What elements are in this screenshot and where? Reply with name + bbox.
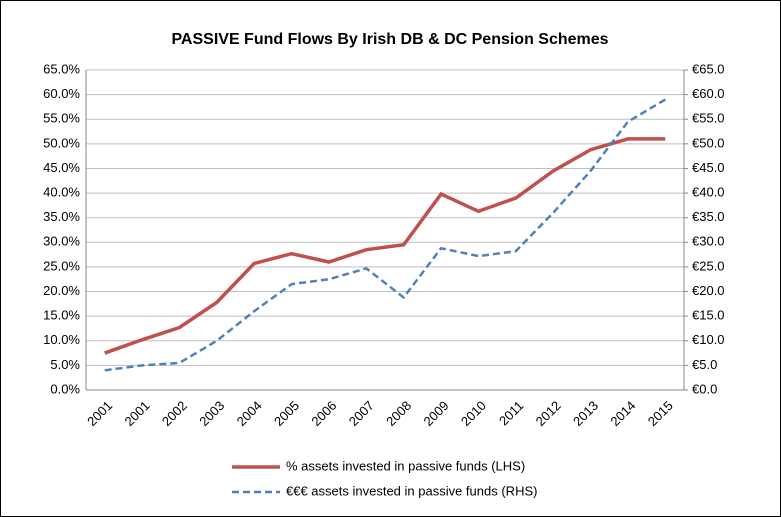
y-tick-label: 50.0% [43,135,80,150]
y-tick-label: 60.0% [43,86,80,101]
y-tick-label: 40.0% [43,185,80,200]
chart-title: PASSIVE Fund Flows By Irish DB & DC Pens… [171,31,608,48]
y-tick-label: 35.0% [43,209,80,224]
y-tick-label: 55.0% [43,111,80,126]
y-tick-label: 65.0% [43,61,80,76]
y2-tick-label: €5.0 [692,357,717,372]
y2-tick-label: €65.0 [692,61,725,76]
y2-tick-label: €10.0 [692,332,725,347]
y-tick-label: 20.0% [43,283,80,298]
y2-tick-label: €40.0 [692,185,725,200]
y-tick-label: 15.0% [43,308,80,323]
y-tick-label: 10.0% [43,332,80,347]
y2-tick-label: €55.0 [692,111,725,126]
y2-tick-label: €0.0 [692,381,717,396]
y2-tick-label: €20.0 [692,283,725,298]
y-tick-label: 45.0% [43,160,80,175]
y-tick-label: 5.0% [50,357,80,372]
legend-label: % assets invested in passive funds (LHS) [286,458,525,473]
y2-tick-label: €30.0 [692,234,725,249]
y2-tick-label: €15.0 [692,308,725,323]
y2-tick-label: €45.0 [692,160,725,175]
y-tick-label: 0.0% [50,381,80,396]
series-line [104,98,666,372]
y2-tick-label: €50.0 [692,135,725,150]
y2-tick-label: €35.0 [692,209,725,224]
y-tick-label: 25.0% [43,258,80,273]
y2-tick-label: €60.0 [692,86,725,101]
y-tick-label: 30.0% [43,234,80,249]
series-line [104,137,666,355]
legend-label: €€€ assets invested in passive funds (RH… [286,483,537,498]
y2-tick-label: €25.0 [692,258,725,273]
